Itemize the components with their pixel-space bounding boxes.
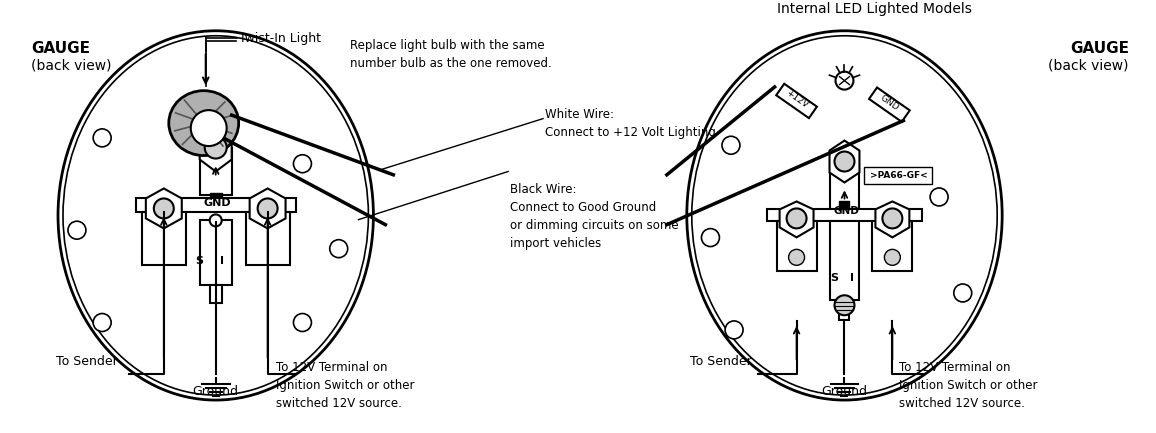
Circle shape: [68, 221, 86, 239]
Circle shape: [725, 321, 743, 339]
Bar: [869, 87, 910, 122]
Polygon shape: [200, 123, 231, 171]
Text: Black Wire:
Connect to Good Ground
or dimming circuits on some
import vehicles: Black Wire: Connect to Good Ground or di…: [510, 184, 679, 250]
Text: To Sender: To Sender: [690, 355, 751, 368]
Bar: [865, 167, 932, 184]
Circle shape: [294, 313, 311, 332]
Circle shape: [258, 198, 277, 218]
Text: Internal LED Lighted Models: Internal LED Lighted Models: [777, 2, 972, 16]
Circle shape: [94, 313, 111, 332]
Polygon shape: [250, 188, 286, 228]
Circle shape: [722, 136, 740, 154]
Text: S: S: [830, 273, 838, 283]
Text: Twist-In Light: Twist-In Light: [238, 32, 320, 45]
Text: (back view): (back view): [31, 59, 112, 73]
Text: GND: GND: [203, 198, 231, 208]
Circle shape: [931, 188, 948, 206]
Circle shape: [835, 295, 854, 315]
Circle shape: [884, 249, 901, 265]
Circle shape: [94, 129, 111, 147]
Bar: [209, 285, 222, 303]
Text: To Sender: To Sender: [55, 355, 118, 368]
Bar: [136, 198, 296, 213]
Bar: [830, 172, 859, 210]
Bar: [142, 213, 186, 265]
Polygon shape: [146, 188, 181, 228]
Circle shape: [786, 208, 807, 228]
Circle shape: [205, 136, 227, 158]
Text: S: S: [195, 256, 203, 266]
Text: (back view): (back view): [1048, 59, 1129, 73]
Bar: [245, 213, 289, 265]
Bar: [873, 221, 912, 271]
Polygon shape: [830, 141, 859, 182]
Bar: [200, 220, 231, 285]
Circle shape: [954, 284, 972, 302]
Bar: [200, 148, 231, 195]
Circle shape: [329, 240, 348, 258]
Text: White Wire:
Connect to +12 Volt Lighting: White Wire: Connect to +12 Volt Lighting: [546, 108, 716, 139]
Bar: [766, 210, 922, 221]
Ellipse shape: [169, 90, 238, 155]
Text: GAUGE: GAUGE: [1070, 41, 1129, 56]
Text: To 12V Terminal on
Ignition Switch or other
switched 12V source.: To 12V Terminal on Ignition Switch or ot…: [899, 361, 1038, 410]
Polygon shape: [875, 201, 910, 237]
Circle shape: [209, 214, 222, 226]
Text: Replace light bulb with the same
number bulb as the one removed.: Replace light bulb with the same number …: [350, 39, 553, 70]
Text: I: I: [851, 273, 854, 283]
Bar: [839, 305, 850, 320]
Text: I: I: [220, 256, 224, 266]
Text: >PA66-GF<: >PA66-GF<: [869, 171, 927, 180]
Circle shape: [836, 71, 853, 90]
Text: Ground: Ground: [822, 385, 867, 397]
Text: GND: GND: [879, 93, 901, 112]
Bar: [777, 221, 816, 271]
Circle shape: [788, 249, 805, 265]
Text: Ground: Ground: [193, 385, 238, 397]
Text: GAUGE: GAUGE: [31, 41, 90, 56]
Text: +12V: +12V: [784, 88, 809, 110]
Text: GND: GND: [833, 207, 859, 216]
Circle shape: [702, 229, 719, 246]
Polygon shape: [779, 201, 814, 237]
Circle shape: [882, 208, 903, 228]
Circle shape: [294, 155, 311, 173]
Bar: [830, 221, 859, 300]
Circle shape: [191, 110, 227, 146]
Circle shape: [154, 198, 173, 218]
Bar: [776, 84, 817, 118]
Circle shape: [835, 152, 854, 171]
Text: To 12V Terminal on
Ignition Switch or other
switched 12V source.: To 12V Terminal on Ignition Switch or ot…: [275, 361, 414, 410]
